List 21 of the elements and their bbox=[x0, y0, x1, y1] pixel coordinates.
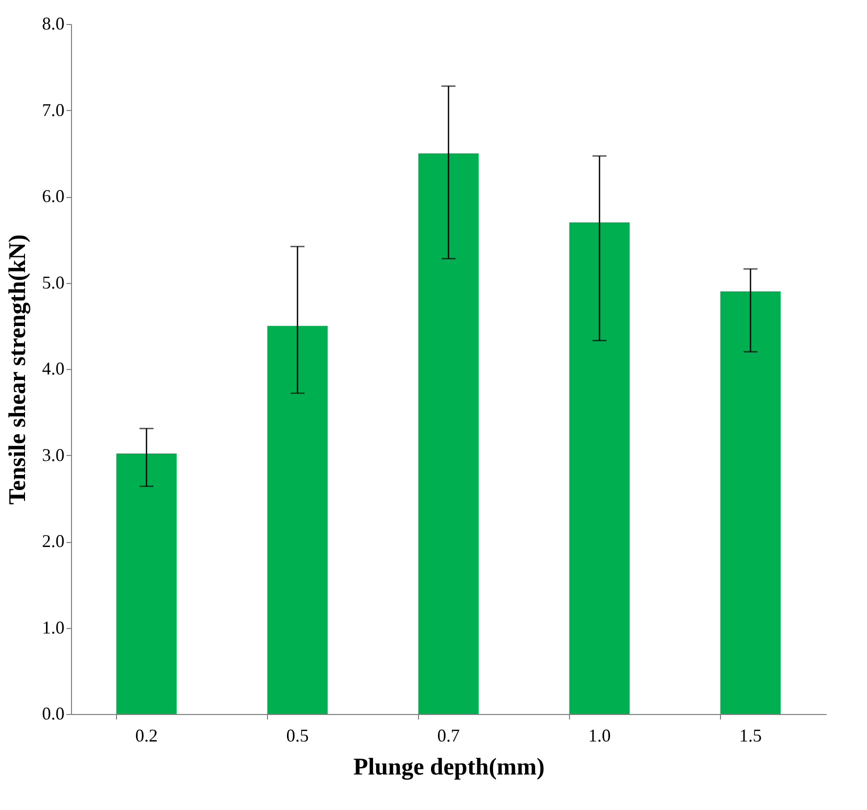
y-tick-label: 2.0 bbox=[42, 531, 64, 551]
y-tick-label: 3.0 bbox=[42, 444, 64, 465]
x-tick-label: 0.2 bbox=[135, 726, 158, 746]
x-tick-label: 0.7 bbox=[437, 726, 460, 746]
y-tick-label: 4.0 bbox=[42, 358, 64, 378]
x-tick-label: 1.5 bbox=[739, 726, 762, 746]
y-tick-label: 1.0 bbox=[42, 617, 64, 638]
y-tick-label: 5.0 bbox=[42, 272, 64, 292]
bar bbox=[116, 454, 177, 714]
y-tick-label: 7.0 bbox=[42, 100, 64, 120]
x-tick-label: 0.5 bbox=[286, 726, 309, 746]
bar bbox=[569, 222, 630, 714]
y-tick-label: 8.0 bbox=[42, 14, 64, 34]
y-tick-label: 6.0 bbox=[42, 186, 64, 206]
y-axis-title: Tensile shear strength(kN) bbox=[5, 234, 31, 505]
x-axis-title: Plunge depth(mm) bbox=[353, 754, 545, 780]
bar bbox=[720, 291, 781, 714]
bar bbox=[418, 153, 479, 714]
x-tick-label: 1.0 bbox=[588, 726, 611, 746]
bar bbox=[267, 326, 328, 714]
y-tick-label: 0.0 bbox=[42, 704, 64, 724]
